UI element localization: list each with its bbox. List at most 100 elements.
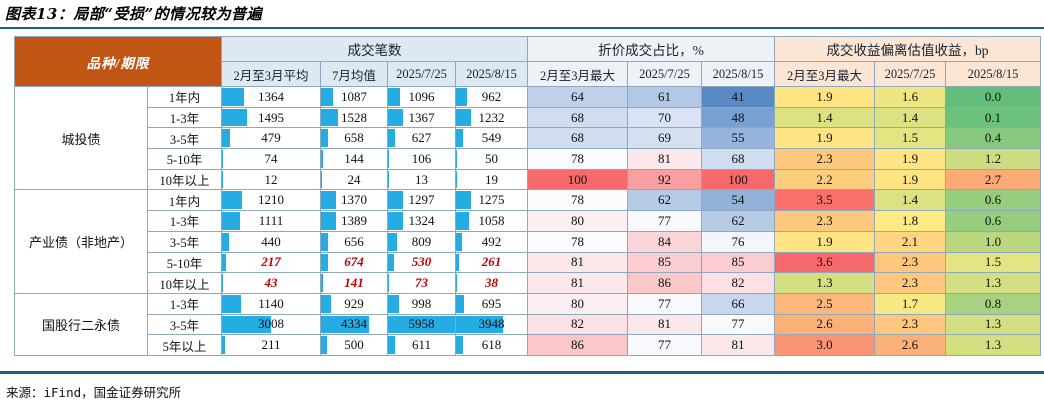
discount-pct-cell: 62: [701, 210, 775, 232]
count-cell: 962: [455, 86, 528, 108]
count-cell: 674: [320, 251, 388, 274]
column-header-g2-c1: 2025/7/25: [874, 61, 946, 87]
count-value: 492: [481, 233, 502, 249]
term-label: 3-5年: [147, 230, 222, 253]
column-header-g0-c3: 2025/8/15: [455, 61, 528, 87]
yield-deviation-cell: 1.5: [945, 251, 1041, 274]
count-value: 73: [415, 275, 428, 291]
count-cell: 1370: [320, 189, 388, 212]
count-value: 998: [411, 295, 432, 311]
yield-deviation-cell: 1.4: [774, 106, 875, 129]
count-value: 50: [485, 150, 498, 166]
yield-deviation-cell: 1.6: [874, 86, 946, 108]
yield-deviation-cell: 2.7: [945, 168, 1041, 191]
count-data-bar: [456, 129, 463, 148]
corner-header: 品种/期限: [14, 36, 222, 87]
term-label: 1年内: [147, 86, 222, 108]
count-data-bar: [321, 253, 329, 272]
count-value: 500: [344, 337, 364, 353]
term-label: 5-10年: [147, 251, 222, 274]
yield-deviation-cell: 1.3: [945, 313, 1041, 336]
count-cell: 500: [320, 334, 388, 356]
count-cell: 19: [455, 168, 528, 191]
count-value: 549: [481, 130, 502, 146]
count-cell: 998: [387, 292, 456, 315]
count-data-bar: [456, 336, 464, 354]
count-data-bar: [321, 108, 338, 127]
discount-pct-cell: 81: [527, 251, 628, 274]
count-cell: 1528: [320, 106, 388, 129]
yield-deviation-cell: 2.3: [874, 272, 946, 294]
discount-pct-cell: 85: [627, 251, 702, 274]
discount-pct-cell: 68: [527, 127, 628, 150]
table-row: 5年以上 211 500 611 618 86 77 81 3.0 2.6 1.3: [15, 334, 1041, 356]
count-cell: 73: [387, 272, 456, 294]
count-cell: 1096: [387, 86, 456, 108]
discount-pct-cell: 82: [701, 272, 775, 294]
count-value: 1140: [258, 295, 284, 311]
count-data-bar: [321, 212, 337, 230]
count-cell: 4334: [320, 313, 388, 336]
count-cell: 1210: [221, 189, 321, 212]
yield-deviation-cell: 3.5: [774, 189, 875, 212]
count-data-bar: [388, 129, 396, 148]
count-cell: 549: [455, 127, 528, 150]
count-cell: 1297: [387, 189, 456, 212]
discount-pct-cell: 84: [627, 230, 702, 253]
discount-pct-cell: 82: [527, 313, 628, 336]
count-data-bar: [388, 294, 400, 313]
table-row: 国股行二永债 1-3年 1140 929 998 695 80 77 66 2.5 1.7 0.8: [14, 292, 1041, 356]
yield-deviation-cell: 0.1: [945, 106, 1041, 129]
term-label: 3-5年: [147, 313, 222, 336]
table-row: 产业债（非地产） 1年内 1210 1370 1297 1275 78 62 54 3.5 1.4 0…: [14, 189, 1041, 294]
yield-deviation-cell: 2.3: [874, 251, 946, 274]
discount-pct-cell: 66: [701, 292, 775, 315]
term-label: 1-3年: [147, 292, 222, 315]
yield-deviation-cell: 1.8: [874, 210, 946, 232]
table-row: 城投债 1年内 1364 1087 1096 962 64 61 41 1.9 1.6 0.0: [14, 85, 1041, 191]
count-data-bar: [456, 294, 465, 313]
count-data-bar: [456, 150, 457, 168]
count-cell: 440: [221, 230, 321, 253]
count-data-bar: [321, 336, 327, 354]
count-value: 1232: [478, 109, 505, 125]
count-cell: 38: [455, 272, 528, 294]
count-data-bar: [222, 315, 272, 334]
row-group-label: 产业债（非地产）: [14, 189, 148, 294]
discount-pct-cell: 64: [527, 86, 628, 108]
yield-deviation-cell: 1.3: [945, 272, 1041, 294]
count-data-bar: [222, 212, 241, 230]
count-value: 1096: [408, 88, 435, 104]
discount-pct-cell: 100: [701, 168, 775, 191]
discount-pct-cell: 41: [701, 86, 775, 108]
term-label: 1-3年: [147, 210, 222, 232]
count-data-bar: [321, 232, 329, 251]
count-data-bar: [321, 150, 323, 168]
count-data-bar: [456, 191, 472, 210]
discount-pct-cell: 77: [627, 292, 702, 315]
term-label: 5年以上: [147, 334, 222, 356]
count-value: 1210: [258, 192, 284, 208]
count-data-bar: [456, 315, 504, 334]
discount-pct-cell: 54: [701, 189, 775, 212]
yield-deviation-cell: 1.9: [774, 230, 875, 253]
discount-pct-cell: 78: [527, 148, 628, 170]
count-data-bar: [388, 88, 401, 106]
count-cell: 809: [387, 230, 456, 253]
count-data-bar: [321, 315, 369, 334]
count-value: 1528: [341, 109, 367, 125]
count-cell: 211: [221, 334, 321, 356]
table-row: 5-10年 217 674 530 261 81 85 85 3.6 2.3 1.5: [15, 251, 1041, 274]
discount-pct-cell: 76: [701, 230, 775, 253]
count-cell: 530: [387, 251, 456, 274]
yield-deviation-cell: 1.7: [874, 292, 946, 315]
yield-deviation-cell: 2.6: [874, 334, 946, 356]
term-label: 10年以上: [147, 168, 222, 191]
count-cell: 479: [221, 127, 321, 150]
table-bottom-line: [0, 371, 1044, 374]
discount-pct-cell: 80: [527, 292, 628, 315]
count-data-bar: [456, 232, 462, 251]
yield-deviation-cell: 0.4: [945, 127, 1041, 150]
count-value: 1087: [341, 88, 367, 104]
